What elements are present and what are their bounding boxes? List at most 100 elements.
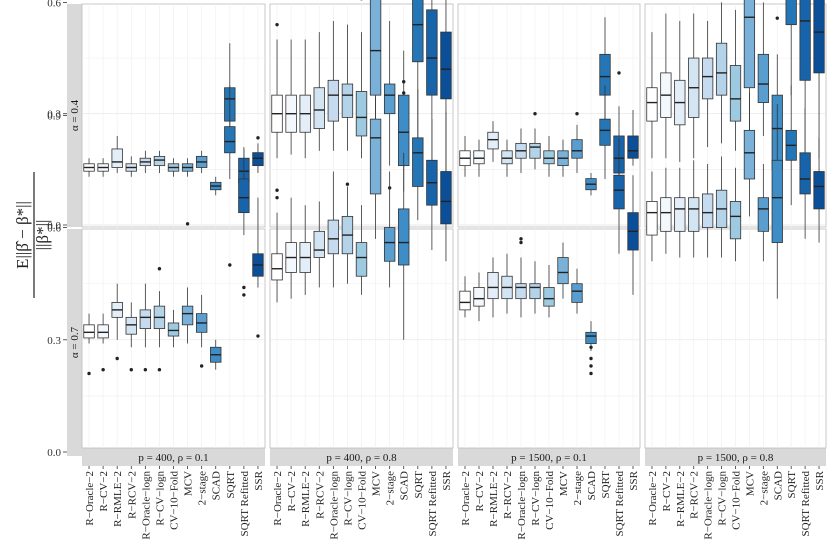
- box-MCV: [743, 92, 756, 217]
- column-strip: [458, 448, 640, 466]
- box-outlier: [256, 334, 260, 338]
- box-SQRT Refitted: [613, 137, 625, 254]
- column-strip-label: p = 400, ρ = 0.8: [326, 452, 397, 464]
- box-R−Oracle−logn: [702, 20, 714, 148]
- box-iqr: [313, 87, 325, 129]
- box-R−CV−2: [473, 139, 485, 177]
- box-iqr: [743, 129, 756, 180]
- x-tick-label: R−Oracle−logn: [140, 471, 152, 540]
- x-tick-label: SQRT Refitted: [614, 471, 626, 537]
- x-tick-label: SQRT Refitted: [427, 471, 439, 537]
- box-outlier: [589, 371, 593, 376]
- box-2−stage: [195, 294, 208, 368]
- facet-strips: α = 0.4 α = 0.7 p = 400, ρ = 0.1 p = 400, ρ…: [67, 4, 826, 466]
- box-R−Oracle−2: [83, 158, 95, 177]
- box-R−Oracle−logn: [515, 128, 527, 174]
- x-tick-label: R−CV−logn: [342, 471, 354, 526]
- x-tick-label: SQRT: [600, 471, 612, 499]
- box-iqr: [153, 155, 166, 167]
- row-strip-label: α = 0.4: [69, 99, 81, 131]
- x-tick-label: MCV: [558, 471, 570, 496]
- x-tick-label: R−Oracle−2: [647, 471, 659, 526]
- box-outlier: [589, 364, 593, 368]
- box-SCAD: [210, 176, 222, 196]
- box-outlier: [143, 368, 148, 372]
- box-R−RCV−2: [125, 156, 137, 177]
- box-R−RCV−2: [501, 253, 513, 314]
- x-tick-label: R−RCV−2: [689, 471, 701, 519]
- x-tick-label: R−Oracle−logn: [516, 471, 528, 540]
- box-iqr: [501, 150, 513, 165]
- box-SCAD: [585, 173, 597, 196]
- box-outlier: [199, 364, 204, 368]
- box-R−Oracle−logn: [139, 283, 152, 372]
- box-iqr: [238, 178, 250, 214]
- facet-panels: [81, 0, 827, 449]
- box-R−Oracle−2: [459, 135, 471, 177]
- box-R−CV−logn: [341, 24, 354, 186]
- box-iqr: [771, 159, 783, 243]
- box-iqr: [252, 152, 264, 167]
- box-2−stage: [757, 2, 769, 136]
- box-R−RMLE−2: [674, 167, 686, 258]
- x-tick-label: MCV: [183, 471, 195, 496]
- box-outlier: [589, 356, 593, 361]
- box-R−CV−2: [285, 197, 297, 299]
- box-R−CV−logn: [715, 156, 728, 258]
- x-tick-label: SQRT Refitted: [239, 471, 251, 537]
- box-iqr: [646, 87, 658, 122]
- box-outlier: [115, 356, 119, 361]
- box-R−CV−logn: [715, 2, 728, 144]
- y-axis-label-numerator: E||β̂ − β*||: [13, 201, 32, 269]
- box-R−RMLE−2: [674, 20, 686, 162]
- x-tick-label: SCAD: [399, 471, 411, 500]
- box-iqr: [412, 137, 424, 187]
- box-SSR: [252, 136, 264, 338]
- x-tick-label: SSR: [814, 470, 826, 490]
- x-tick-label: CV−10−Fold: [357, 471, 369, 530]
- box-R−RMLE−2: [299, 205, 311, 295]
- box-outlier: [275, 188, 279, 192]
- facet-panel: [81, 85, 266, 449]
- facet-panel: [644, 16, 827, 449]
- box-SCAD: [771, 16, 783, 299]
- box-SCAD: [585, 321, 597, 376]
- x-tick-label: CV−10−Fold: [544, 471, 556, 530]
- box-SSR: [627, 175, 639, 295]
- box-iqr: [813, 171, 825, 210]
- x-tick-label: R−RMLE−2: [300, 471, 312, 527]
- box-iqr: [327, 79, 340, 122]
- box-R−RMLE−2: [487, 257, 499, 318]
- box-MCV: [181, 222, 194, 344]
- box-CV−10−Fold: [729, 167, 742, 262]
- box-iqr: [729, 65, 742, 122]
- x-tick-label: R−RCV−2: [126, 471, 138, 519]
- box-SSR: [627, 109, 639, 166]
- x-tick-label: SQRT Refitted: [800, 471, 812, 537]
- box-R−CV−2: [285, 39, 297, 155]
- box-R−CV−2: [660, 167, 672, 254]
- box-SQRT: [785, 0, 797, 96]
- box-iqr: [426, 9, 438, 96]
- box-outlier: [129, 368, 133, 372]
- box-iqr: [369, 118, 382, 195]
- box-CV−10−Fold: [729, 9, 742, 151]
- x-tick-label: R−Oracle−2: [84, 471, 96, 526]
- box-outlier: [275, 195, 279, 200]
- box-iqr: [473, 150, 485, 165]
- row-strip-label: α = 0.7: [69, 326, 81, 358]
- box-R−RMLE−2: [111, 283, 123, 361]
- box-iqr: [111, 148, 123, 168]
- x-tick-label: SCAD: [772, 471, 784, 500]
- box-SSR: [440, 111, 452, 262]
- x-tick-label: MCV: [744, 471, 756, 496]
- box-outlier: [519, 240, 523, 245]
- box-iqr: [125, 316, 137, 335]
- box-MCV: [369, 96, 382, 239]
- box-outlier: [402, 80, 406, 84]
- y-tick-label: 0.6: [47, 223, 61, 235]
- box-iqr: [313, 230, 325, 258]
- x-tick-label: SQRT: [413, 471, 425, 499]
- box-R−RCV−2: [125, 302, 137, 372]
- box-iqr: [599, 118, 611, 146]
